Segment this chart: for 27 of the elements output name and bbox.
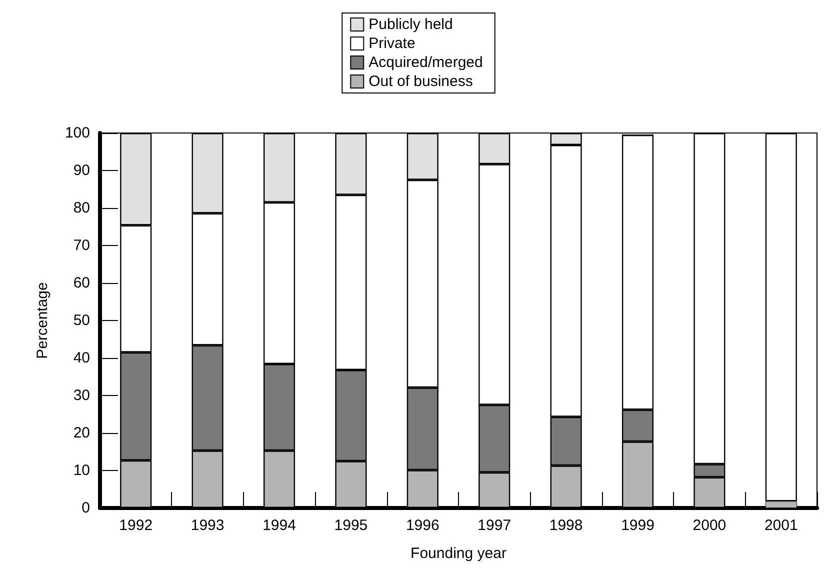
y-tick-label: 90 (73, 162, 90, 179)
y-tick-label: 10 (73, 462, 90, 479)
y-tick-label: 100 (64, 124, 90, 142)
x-tick-label: 1995 (334, 517, 368, 534)
y-tick-label: 50 (73, 312, 90, 329)
y-axis-title: Percentage (34, 282, 51, 359)
x-tick-label: 2000 (692, 517, 726, 534)
y-tick-label: 40 (73, 350, 90, 366)
x-tick-label: 1999 (621, 517, 654, 534)
legend-label: Private (368, 35, 416, 52)
x-tick-label: 1992 (119, 517, 153, 534)
legend-label: Acquired/merged (368, 54, 483, 71)
legend-label: Out of business (368, 73, 473, 90)
y-tick-label: 60 (73, 274, 90, 292)
x-tick-label: 1993 (190, 517, 224, 534)
y-tick-label: 20 (73, 424, 90, 442)
y-tick-label: 80 (73, 200, 90, 216)
legend-label: Publicly held (368, 16, 453, 33)
x-tick-label: 1996 (406, 517, 440, 534)
x-tick-label: 1997 (478, 517, 512, 534)
y-tick-label: 70 (73, 237, 90, 254)
x-tick-label: 1994 (262, 517, 296, 534)
x-axis-title: Founding year (410, 545, 506, 562)
x-tick-label: 1998 (549, 517, 583, 534)
y-tick-label: 0 (82, 500, 90, 516)
x-tick-label: 2001 (764, 517, 798, 534)
y-tick-label: 30 (73, 387, 90, 404)
